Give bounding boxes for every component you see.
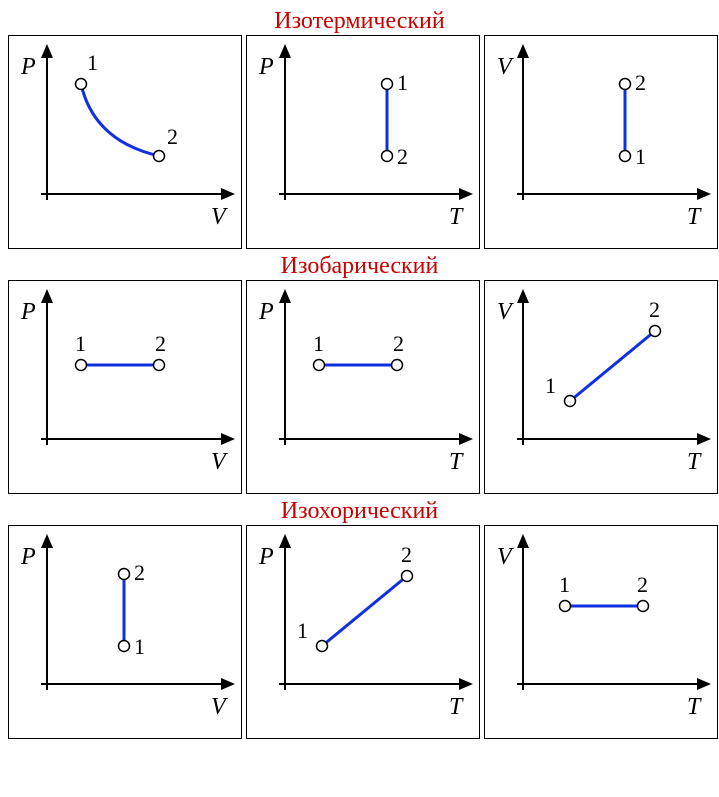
state-point xyxy=(119,569,130,580)
svg-text:P: P xyxy=(258,299,274,325)
svg-text:V: V xyxy=(211,694,228,720)
state-point-label: 2 xyxy=(397,144,408,169)
state-point-label: 1 xyxy=(87,50,98,75)
state-point-label: 1 xyxy=(75,331,86,356)
process-curve xyxy=(81,84,159,156)
chart-row: P V 1 2 P T 1 2 V T 2 1 xyxy=(8,35,711,249)
chart-cell: V T 2 1 xyxy=(484,35,718,249)
chart-cell: P T 1 2 xyxy=(246,525,480,739)
state-point xyxy=(119,641,130,652)
svg-text:V: V xyxy=(211,204,228,230)
state-point xyxy=(382,151,393,162)
svg-text:T: T xyxy=(449,449,464,475)
svg-text:P: P xyxy=(20,544,36,570)
svg-text:V: V xyxy=(497,299,514,325)
state-point-label: 2 xyxy=(134,560,145,585)
state-point xyxy=(650,326,661,337)
state-point-label: 2 xyxy=(635,70,646,95)
state-point-label: 1 xyxy=(134,634,145,659)
state-point-label: 2 xyxy=(393,331,404,356)
state-point-label: 1 xyxy=(397,70,408,95)
state-point xyxy=(154,151,165,162)
svg-text:P: P xyxy=(258,54,274,80)
state-point-label: 1 xyxy=(559,572,570,597)
state-point-label: 2 xyxy=(637,572,648,597)
state-point-label: 1 xyxy=(313,331,324,356)
svg-text:T: T xyxy=(687,694,702,720)
process-curve xyxy=(570,331,655,401)
chart-cell: P V 2 1 xyxy=(8,525,242,739)
state-point xyxy=(565,396,576,407)
chart-cell: P V 1 2 xyxy=(8,280,242,494)
svg-text:P: P xyxy=(20,54,36,80)
state-point xyxy=(402,571,413,582)
state-point xyxy=(620,79,631,90)
svg-text:P: P xyxy=(20,299,36,325)
state-point-label: 1 xyxy=(297,618,308,643)
state-point xyxy=(638,601,649,612)
state-point-label: 2 xyxy=(649,297,660,322)
state-point-label: 1 xyxy=(635,144,646,169)
state-point-label: 2 xyxy=(167,124,178,149)
state-point xyxy=(620,151,631,162)
svg-text:V: V xyxy=(497,544,514,570)
chart-cell: P T 1 2 xyxy=(246,35,480,249)
row-title: Изохорический xyxy=(8,498,711,525)
svg-text:V: V xyxy=(497,54,514,80)
chart-row: P V 2 1 P T 1 2 V T 1 2 xyxy=(8,525,711,739)
svg-text:T: T xyxy=(687,449,702,475)
svg-text:V: V xyxy=(211,449,228,475)
chart-cell: V T 1 2 xyxy=(484,280,718,494)
svg-text:P: P xyxy=(258,544,274,570)
state-point xyxy=(317,641,328,652)
svg-text:T: T xyxy=(449,694,464,720)
chart-cell: P V 1 2 xyxy=(8,35,242,249)
state-point xyxy=(382,79,393,90)
state-point-label: 2 xyxy=(401,542,412,567)
svg-text:T: T xyxy=(449,204,464,230)
chart-cell: V T 1 2 xyxy=(484,525,718,739)
state-point xyxy=(76,360,87,371)
state-point-label: 1 xyxy=(545,373,556,398)
state-point xyxy=(560,601,571,612)
state-point xyxy=(314,360,325,371)
svg-text:T: T xyxy=(687,204,702,230)
state-point xyxy=(76,79,87,90)
process-curve xyxy=(322,576,407,646)
state-point-label: 2 xyxy=(155,331,166,356)
state-point xyxy=(154,360,165,371)
chart-cell: P T 1 2 xyxy=(246,280,480,494)
state-point xyxy=(392,360,403,371)
chart-row: P V 1 2 P T 1 2 V T 1 2 xyxy=(8,280,711,494)
row-title: Изобарический xyxy=(8,253,711,280)
row-title: Изотермический xyxy=(8,8,711,35)
